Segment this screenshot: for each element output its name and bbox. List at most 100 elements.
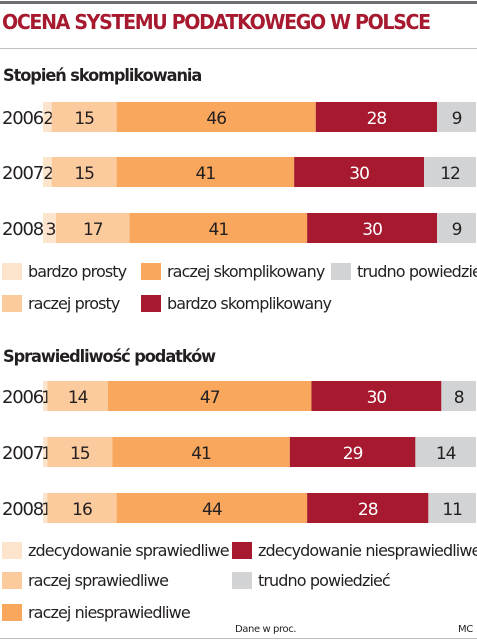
legend-label: zdecydowanie niesprawiedliwe xyxy=(258,541,477,560)
legend-swatch xyxy=(232,572,252,589)
data-label-2007-bardzo-prosty: 2 xyxy=(43,164,53,184)
legend-label: bardzo skomplikowany xyxy=(167,294,332,313)
data-label-2006-raczej-prosty: 15 xyxy=(74,109,94,129)
bar-segment-2006-trudno-powiedziec xyxy=(437,102,476,132)
section-title-complexity: Stopień skomplikowania xyxy=(3,66,202,86)
data-label-2006-raczej-sprawiedliwe: 14 xyxy=(68,388,88,408)
bar-segment-2008-trudno-powiedziec xyxy=(428,493,476,523)
page-title: OCENA SYSTEMU PODATKOWEGO W POLSCE xyxy=(2,10,431,34)
year-label-2007: 2007 xyxy=(2,163,43,184)
legend-swatch xyxy=(2,542,22,559)
data-label-2008-trudno-powiedziec: 11 xyxy=(442,500,462,520)
data-label-2008-raczej-skomplikowany: 41 xyxy=(209,220,229,240)
top-rule xyxy=(0,1,477,4)
bar-segment-2006-trudno-powiedziec xyxy=(441,381,476,411)
bar-segment-2006-raczej-niesprawiedliwe xyxy=(107,381,312,411)
data-label-2006-raczej-skomplikowany: 46 xyxy=(206,109,226,129)
legend-item-zdecydowanie-niesprawiedliwe: zdecydowanie niesprawiedliwe xyxy=(232,541,477,560)
legend-swatch xyxy=(141,263,161,280)
legend-swatch xyxy=(2,604,22,621)
bar-segment-2008-zdecydowanie-niesprawiedliwe xyxy=(307,493,429,523)
bar-segment-2006-zdecydowanie-niesprawiedliwe xyxy=(311,381,442,411)
data-label-2006-trudno-powiedziec: 9 xyxy=(452,109,462,129)
legend-item-trudno-powiedziec: trudno powiedzieć xyxy=(331,262,477,281)
data-label-2008-zdecydowanie-niesprawiedliwe: 28 xyxy=(358,500,378,520)
bar-segment-2007-raczej-skomplikowany xyxy=(116,157,295,187)
data-label-2007-raczej-skomplikowany: 41 xyxy=(196,164,216,184)
legend-label: zdecydowanie sprawiedliwe xyxy=(28,541,230,560)
year-label-2007: 2007 xyxy=(2,443,43,464)
bar-segment-2008-raczej-sprawiedliwe xyxy=(47,493,117,523)
data-label-2007-trudno-powiedziec: 12 xyxy=(440,164,460,184)
data-label-2008-trudno-powiedziec: 9 xyxy=(452,220,462,240)
data-label-2006-raczej-niesprawiedliwe: 47 xyxy=(200,388,220,408)
bar-segment-2007-bardzo-prosty xyxy=(43,157,52,187)
bar-segment-2007-zdecydowanie-niesprawiedliwe xyxy=(289,437,416,467)
legend-item-raczej-niesprawiedliwe: raczej niesprawiedliwe xyxy=(2,603,191,622)
bar-segment-2007-trudno-powiedziec xyxy=(424,157,476,187)
legend-label: raczej skomplikowany xyxy=(167,262,325,281)
data-label-2007-raczej-sprawiedliwe: 15 xyxy=(70,444,90,464)
year-label-2006: 2006 xyxy=(2,387,44,408)
bar-segment-2008-bardzo-prosty xyxy=(43,213,56,243)
data-label-2006-bardzo-skomplikowany: 28 xyxy=(367,109,387,129)
data-label-2007-zdecydowanie-niesprawiedliwe: 29 xyxy=(343,444,363,464)
bar-segment-2007-trudno-powiedziec xyxy=(415,437,476,467)
data-label-2007-trudno-powiedziec: 14 xyxy=(436,444,456,464)
bottom-rule xyxy=(0,638,477,639)
bar-segment-2007-raczej-niesprawiedliwe xyxy=(112,437,290,467)
legend-item-zdecydowanie-sprawiedliwe: zdecydowanie sprawiedliwe xyxy=(2,541,230,560)
bar-segment-2008-raczej-niesprawiedliwe xyxy=(116,493,308,523)
footer-source: Dane w proc. xyxy=(235,624,297,635)
legend-swatch xyxy=(232,542,252,559)
legend-item-trudno-powiedziec-2: trudno powiedzieć xyxy=(232,571,391,590)
legend-swatch xyxy=(2,572,22,589)
legend-label: raczej prosty xyxy=(28,294,120,313)
bar-segment-2006-bardzo-skomplikowany xyxy=(315,102,438,132)
legend-label: trudno powiedzieć xyxy=(258,571,391,590)
legend-swatch xyxy=(2,263,22,280)
legend-swatch xyxy=(331,263,351,280)
year-label-2008: 2008 xyxy=(2,499,44,520)
legend-label: trudno powiedzieć xyxy=(357,262,477,281)
legend-swatch xyxy=(141,295,161,312)
data-label-2008-raczej-prosty: 17 xyxy=(83,220,103,240)
bar-segment-2007-bardzo-skomplikowany xyxy=(294,157,425,187)
legend-item-bardzo-skomplikowany: bardzo skomplikowany xyxy=(141,294,332,313)
bar-segment-2008-raczej-prosty xyxy=(55,213,130,243)
legend-swatch xyxy=(2,295,22,312)
legend-label: raczej sprawiedliwe xyxy=(28,571,169,590)
title-rule xyxy=(0,48,477,49)
legend-item-raczej-skomplikowany: raczej skomplikowany xyxy=(141,262,325,281)
section-title-fairness: Sprawiedliwość podatków xyxy=(3,347,216,367)
data-label-2007-bardzo-skomplikowany: 30 xyxy=(349,164,369,184)
legend-item-raczej-prosty: raczej prosty xyxy=(2,294,120,313)
data-label-2007-zdecydowanie-sprawiedliwe: 1 xyxy=(41,444,51,464)
footer-author: MC xyxy=(458,624,473,635)
data-label-2007-raczej-niesprawiedliwe: 41 xyxy=(191,444,211,464)
legend-label: bardzo prosty xyxy=(28,262,127,281)
legend-label: raczej niesprawiedliwe xyxy=(28,603,191,622)
bar-segment-2008-trudno-powiedziec xyxy=(437,213,476,243)
data-label-2008-raczej-niesprawiedliwe: 44 xyxy=(202,500,222,520)
bar-segment-2006-raczej-skomplikowany xyxy=(116,102,316,132)
data-label-2006-trudno-powiedziec: 8 xyxy=(454,388,464,408)
year-label-2008: 2008 xyxy=(2,219,44,240)
bar-segment-2006-raczej-sprawiedliwe xyxy=(47,381,108,411)
data-label-2008-raczej-sprawiedliwe: 16 xyxy=(72,500,92,520)
data-label-2006-zdecydowanie-sprawiedliwe: 1 xyxy=(41,388,51,408)
bar-segment-2008-zdecydowanie-sprawiedliwe xyxy=(43,493,48,523)
data-label-2006-zdecydowanie-niesprawiedliwe: 30 xyxy=(367,388,387,408)
data-label-2007-raczej-prosty: 15 xyxy=(74,164,94,184)
bar-segment-2008-raczej-skomplikowany xyxy=(129,213,308,243)
data-label-2006-bardzo-prosty: 2 xyxy=(43,109,53,129)
year-label-2006: 2006 xyxy=(2,108,44,129)
legend-item-bardzo-prosty: bardzo prosty xyxy=(2,262,127,281)
data-label-2008-zdecydowanie-sprawiedliwe: 1 xyxy=(41,500,51,520)
bar-segment-2007-raczej-sprawiedliwe xyxy=(47,437,113,467)
legend-item-raczej-sprawiedliwe: raczej sprawiedliwe xyxy=(2,571,169,590)
data-label-2008-bardzo-skomplikowany: 30 xyxy=(362,220,382,240)
bar-segment-2006-bardzo-prosty xyxy=(43,102,52,132)
